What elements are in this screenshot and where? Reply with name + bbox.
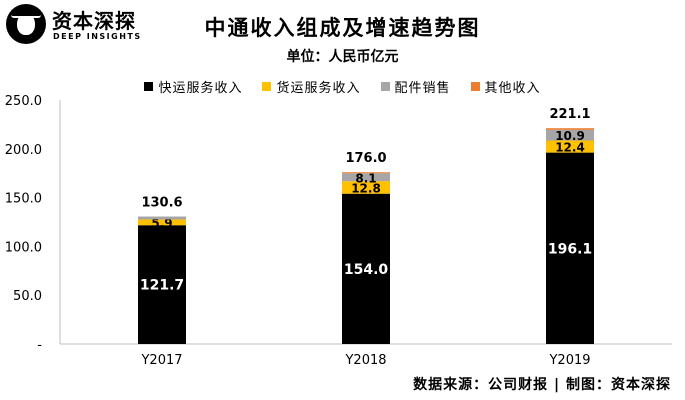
bar-segment <box>342 181 390 194</box>
y-tick-label: - <box>37 338 42 353</box>
bar-segment <box>546 129 594 141</box>
bar-segment <box>342 173 390 182</box>
y-tick-label: 150.0 <box>5 192 42 207</box>
chart-legend: 快运服务收入 货运服务收入 配件销售 其他收入 <box>0 77 685 96</box>
data-label: 8.1 <box>355 171 376 185</box>
y-tick-label: 200.0 <box>5 143 42 158</box>
x-tick-label: Y2018 <box>344 353 386 368</box>
total-label: 176.0 <box>345 151 386 166</box>
logo-name-en: DEEP INSIGHTS <box>53 32 142 41</box>
x-tick-label: Y2019 <box>548 353 590 368</box>
data-label: 196.1 <box>548 241 592 257</box>
chart-title: 中通收入组成及增速趋势图 <box>204 16 481 40</box>
bar-segment <box>546 152 594 344</box>
y-tick-label: 100.0 <box>5 240 42 255</box>
bar-segment <box>546 128 594 130</box>
data-label: 12.4 <box>555 141 585 155</box>
legend-swatch <box>470 82 480 91</box>
legend-swatch <box>262 82 272 91</box>
brand-logo: 资本深探 DEEP INSIGHTS <box>6 4 156 50</box>
bar-segment <box>342 193 390 344</box>
legend-swatch <box>144 82 154 91</box>
bar-segment <box>138 216 186 220</box>
legend-swatch <box>380 82 390 91</box>
bar-segment <box>342 172 390 174</box>
chart-subtitle: 单位：人民币亿元 <box>286 49 399 65</box>
legend-label: 货运服务收入 <box>276 81 361 96</box>
legend-label: 配件销售 <box>394 81 451 96</box>
logo-name-cn: 资本深探 <box>52 9 136 33</box>
x-tick-label: Y2017 <box>140 353 182 368</box>
legend-item: 其他收入 <box>470 77 541 96</box>
data-label: 5.9 <box>151 216 172 230</box>
y-tick-label: 50.0 <box>13 289 42 304</box>
legend-item: 货运服务收入 <box>262 77 360 96</box>
legend-item: 快运服务收入 <box>144 77 242 96</box>
data-label: 10.9 <box>555 129 585 143</box>
legend-item: 配件销售 <box>380 77 451 96</box>
total-label: 130.6 <box>141 196 182 211</box>
data-label: 154.0 <box>344 262 389 278</box>
detective-logo-icon <box>6 4 46 44</box>
data-label: 121.7 <box>140 278 184 294</box>
legend-label: 其他收入 <box>484 81 541 96</box>
data-label: 12.8 <box>351 181 381 195</box>
y-tick-label: 250.0 <box>5 94 42 109</box>
bar-segment <box>138 219 186 226</box>
legend-label: 快运服务收入 <box>158 81 243 96</box>
bar-segment <box>138 225 186 344</box>
total-label: 221.1 <box>549 107 590 122</box>
source-note: 数据来源：公司财报 | 制图：资本深探 <box>413 377 671 393</box>
bar-segment <box>546 140 594 153</box>
